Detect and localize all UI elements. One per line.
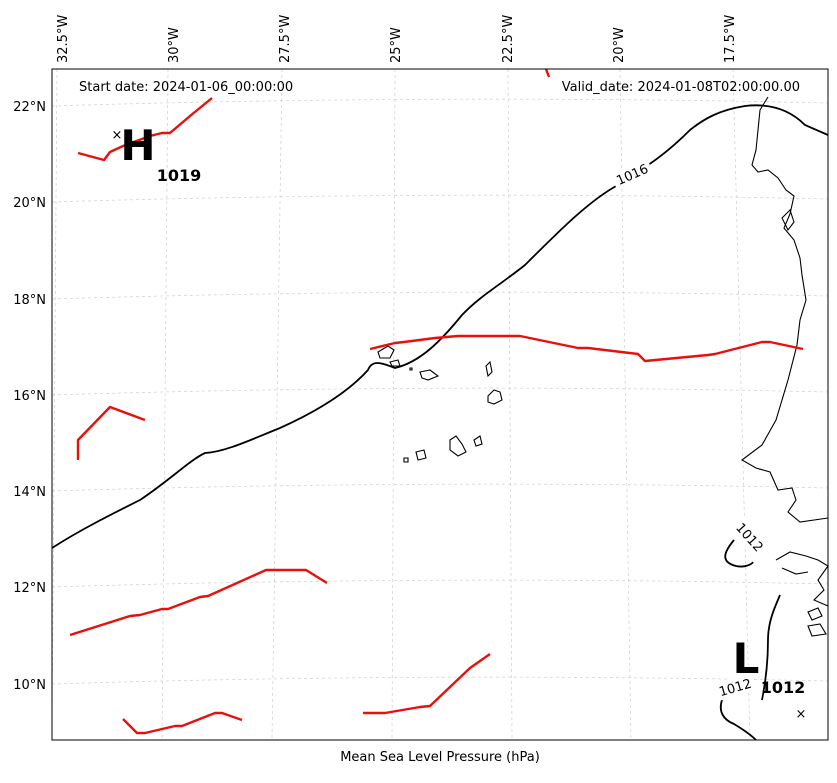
lon-tick: 22.5°W bbox=[501, 15, 516, 63]
high-value: 1019 bbox=[157, 166, 202, 185]
lat-tick: 12°N bbox=[13, 581, 46, 596]
start-date: Start date: 2024-01-06_00:00:00 bbox=[79, 80, 293, 95]
lon-tick: 30°W bbox=[167, 27, 182, 63]
graticule bbox=[51, 68, 829, 741]
lon-tick: 27.5°W bbox=[278, 15, 293, 63]
map-caption: Mean Sea Level Pressure (hPa) bbox=[340, 750, 540, 765]
high-center-marker: × bbox=[112, 128, 123, 143]
low-pressure-center: L 1012 × bbox=[733, 634, 807, 722]
low-center-marker: × bbox=[796, 707, 807, 722]
latitude-ticks: 22°N 20°N 18°N 16°N 14°N 12°N 10°N bbox=[13, 100, 46, 693]
high-pressure-center: × H 1019 bbox=[112, 121, 202, 185]
lat-tick: 10°N bbox=[13, 678, 46, 693]
lat-tick: 18°N bbox=[13, 293, 46, 308]
fronts bbox=[69, 68, 804, 735]
lon-tick: 32.5°W bbox=[56, 15, 71, 63]
lat-tick: 16°N bbox=[13, 389, 46, 404]
lon-tick: 17.5°W bbox=[723, 15, 738, 63]
lat-tick: 20°N bbox=[13, 196, 46, 211]
valid-date: Valid_date: 2024-01-08T02:00:00.00 bbox=[562, 80, 800, 95]
lon-tick: 20°W bbox=[612, 27, 627, 63]
isobars bbox=[51, 104, 829, 741]
low-value: 1012 bbox=[761, 678, 806, 697]
lon-tick: 25°W bbox=[389, 27, 404, 63]
isobar-labels: 1016 1012 1012 bbox=[610, 157, 769, 701]
high-letter: H bbox=[120, 121, 155, 170]
plot-frame bbox=[51, 68, 829, 741]
longitude-ticks: 32.5°W 30°W 27.5°W 25°W 22.5°W 20°W 17.5… bbox=[56, 15, 738, 63]
lat-tick: 22°N bbox=[13, 100, 46, 115]
lat-tick: 14°N bbox=[13, 485, 46, 500]
islands bbox=[377, 345, 503, 463]
low-letter: L bbox=[733, 634, 760, 683]
